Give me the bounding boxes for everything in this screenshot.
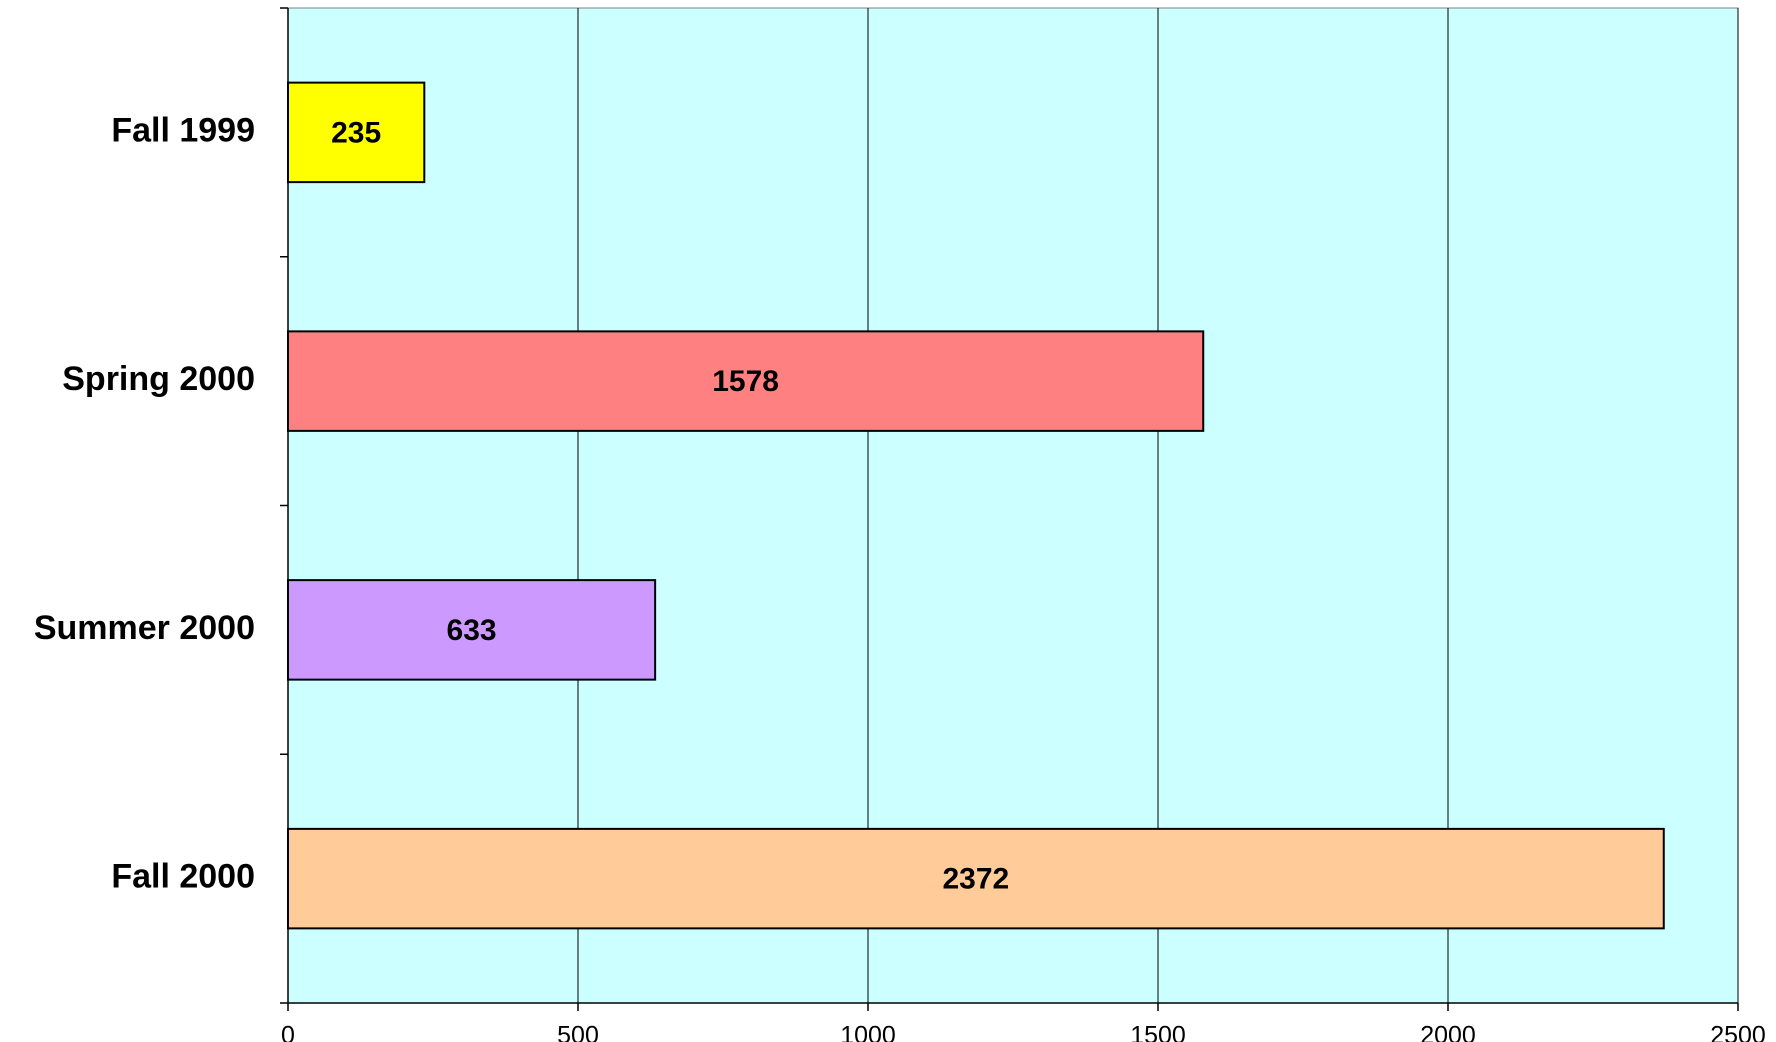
data-label: 235 [331, 116, 381, 149]
x-tick-label: 1000 [840, 1022, 896, 1042]
bar [287, 579, 657, 681]
x-tick-label: 2500 [1710, 1022, 1766, 1042]
x-tick-label: 2000 [1420, 1022, 1476, 1042]
x-tick-label: 500 [557, 1022, 599, 1042]
x-tick-label: 0 [281, 1022, 295, 1042]
y-tick-label: Spring 2000 [62, 360, 255, 398]
x-tick-label: 1500 [1130, 1022, 1186, 1042]
data-label: 633 [447, 614, 497, 647]
bar [287, 81, 426, 184]
data-label: 1578 [712, 365, 779, 398]
y-tick-label: Fall 1999 [111, 111, 255, 149]
bar [287, 330, 1205, 432]
y-tick-label: Fall 2000 [111, 858, 255, 896]
data-label: 2372 [943, 863, 1010, 896]
y-tick-label: Summer 2000 [34, 609, 255, 647]
bar [287, 827, 1665, 930]
